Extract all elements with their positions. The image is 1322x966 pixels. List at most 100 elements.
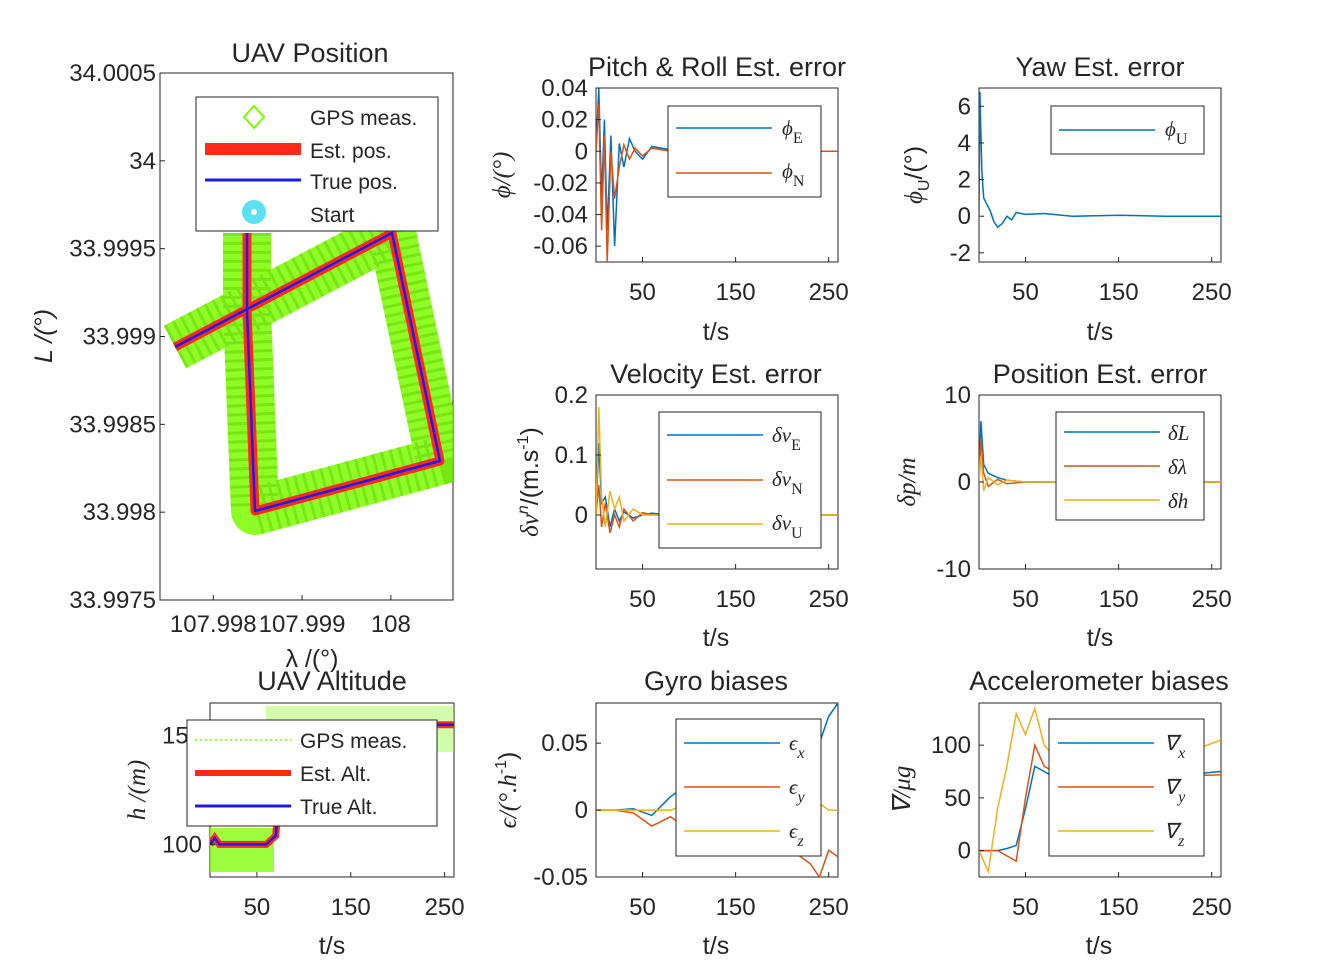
accel-ytick-label: 100 xyxy=(931,732,971,759)
velocity-legend: δvE δvN δvU xyxy=(658,411,822,549)
altitude-ylabel: h /(m) xyxy=(124,760,151,820)
altitude-gps-low-band xyxy=(210,828,274,872)
legend-dv-u: δvU xyxy=(772,511,803,542)
velocity-ytick-label: 0.1 xyxy=(555,442,588,469)
pitch-roll-xtick-label: 150 xyxy=(716,279,756,306)
gyro-ytick-label: 0 xyxy=(575,797,588,824)
position-error-ytick-label: 10 xyxy=(944,382,971,409)
legend-dv-n: δvN xyxy=(772,467,803,498)
position-error-title: Position Est. error xyxy=(993,359,1208,389)
uav-position-ytick-label: 34.0005 xyxy=(69,60,156,87)
legend-dh: δh xyxy=(1168,489,1188,513)
pitch-roll-xtick-label: 50 xyxy=(629,279,656,306)
yaw-ytick-label: 0 xyxy=(958,203,971,230)
legend-gps-meas: GPS meas. xyxy=(310,107,417,130)
yaw-xtick-label: 50 xyxy=(1012,279,1039,306)
pitch-roll-ylabel: ϕ/(°) xyxy=(489,152,516,199)
gyro-xlabel: t/s xyxy=(703,932,729,960)
altitude-xtick-label: 250 xyxy=(425,894,465,921)
legend-eps-x: ϵx xyxy=(789,731,805,762)
legend-phi-n: ϕN xyxy=(782,159,805,190)
legend-eps-y: ϵy xyxy=(789,775,805,806)
velocity-xtick-label: 150 xyxy=(716,586,756,613)
altitude-legend: GPS meas. Est. Alt. True Alt. xyxy=(186,719,438,827)
altitude-title: UAV Altitude xyxy=(257,666,407,696)
uav-position-ytick-label: 34 xyxy=(129,148,156,175)
yaw-ytick-label: 2 xyxy=(958,167,971,194)
uav-position-ytick-label: 33.9975 xyxy=(69,587,156,614)
gyro-ytick-label: -0.05 xyxy=(533,864,588,891)
panel-uav-position: UAV Position 34.0005 34 33.9995 33.999 33.99… xyxy=(30,38,454,673)
yaw-title: Yaw Est. error xyxy=(1015,52,1184,82)
position-error-xtick-label: 250 xyxy=(1192,586,1232,613)
panel-yaw: Yaw Est. error 50 150 250 6 4 2 0 -2 ϕU/(°) t/s… xyxy=(900,52,1232,346)
legend-dv-e: δvE xyxy=(772,423,801,454)
velocity-xtick-label: 250 xyxy=(809,586,849,613)
uav-position-ytick-label: 33.998 xyxy=(83,499,156,526)
uav-position-ytick-label: 33.999 xyxy=(83,324,156,351)
gyro-ylabel: ϵ/(°.h-1) xyxy=(493,752,522,829)
uav-position-xtick-label: 107.998 xyxy=(170,611,257,638)
pitch-roll-xtick-label: 250 xyxy=(809,279,849,306)
velocity-xlabel: t/s xyxy=(703,624,729,652)
yaw-xtick-label: 250 xyxy=(1192,279,1232,306)
yaw-series-1 xyxy=(979,91,1221,229)
accel-ytick-label: 50 xyxy=(944,785,971,812)
legend-true-pos: True pos. xyxy=(310,171,398,194)
position-error-xlabel: t/s xyxy=(1087,624,1113,652)
pitch-roll-ytick-label: 0 xyxy=(575,138,588,165)
panel-pitch-roll: Pitch & Roll Est. error 50 150 250 0.04 0.02… xyxy=(489,52,849,346)
position-error-legend: δL δλ δh xyxy=(1055,411,1205,521)
pitch-roll-ytick-label: 0.02 xyxy=(541,107,588,134)
altitude-xtick-label: 150 xyxy=(331,894,371,921)
yaw-ytick-label: 4 xyxy=(958,130,971,157)
true-position-track xyxy=(174,231,442,513)
gyro-title: Gyro biases xyxy=(644,666,788,696)
position-error-ytick-label: -10 xyxy=(936,556,971,583)
pitch-roll-ytick-label: 0.04 xyxy=(541,75,588,102)
gyro-xtick-label: 50 xyxy=(629,894,656,921)
accel-xlabel: t/s xyxy=(1086,932,1112,960)
legend-alt-gps: GPS meas. xyxy=(300,730,407,753)
position-error-xtick-label: 150 xyxy=(1099,586,1139,613)
accel-legend: ∇x ∇y ∇z xyxy=(1048,718,1205,857)
pitch-roll-ytick-label: -0.06 xyxy=(533,233,588,260)
gyro-legend: ϵx ϵy ϵz xyxy=(675,718,822,857)
panel-accelerometer: Accelerometer biases 50 150 250 100 50 0 ∇/μg… xyxy=(889,666,1232,960)
legend-phi-u: ϕU xyxy=(1165,117,1188,148)
legend-eps-z: ϵz xyxy=(789,819,804,850)
legend-nabla-y: ∇y xyxy=(1164,775,1186,806)
pitch-roll-xlabel: t/s xyxy=(703,318,729,346)
altitude-xlabel: t/s xyxy=(319,932,345,960)
velocity-ylabel: δvn/(m.s-1) xyxy=(515,427,544,537)
gyro-xtick-label: 250 xyxy=(809,894,849,921)
position-error-ylabel: δp/m xyxy=(894,457,921,506)
legend-dl: δL xyxy=(1168,421,1189,445)
accel-xtick-label: 150 xyxy=(1099,894,1139,921)
uav-position-xtick-label: 107.999 xyxy=(259,611,346,638)
legend-phi-e: ϕE xyxy=(782,116,803,147)
legend-alt-true: True Alt. xyxy=(300,796,377,819)
uav-position-ylabel: L /(°) xyxy=(30,309,58,363)
position-error-ytick-label: 0 xyxy=(958,469,971,496)
pitch-roll-ytick-label: -0.04 xyxy=(533,202,588,229)
yaw-ytick-label: -2 xyxy=(950,240,971,267)
uav-position-xlabel: λ /(°) xyxy=(285,645,338,673)
uav-position-legend: GPS meas. Est. pos. True pos. Start xyxy=(195,96,439,232)
velocity-title: Velocity Est. error xyxy=(610,359,822,389)
altitude-ytick-label: 100 xyxy=(162,831,202,858)
pitch-roll-legend: ϕE ϕN xyxy=(667,105,822,198)
legend-nabla-x: ∇x xyxy=(1164,731,1185,762)
yaw-ytick-label: 6 xyxy=(958,93,971,120)
legend-start: Start xyxy=(310,204,355,227)
velocity-xtick-label: 50 xyxy=(629,586,656,613)
accel-title: Accelerometer biases xyxy=(969,666,1229,696)
accel-xtick-label: 250 xyxy=(1192,894,1232,921)
uav-position-xtick-label: 108 xyxy=(371,611,411,638)
velocity-ytick-label: 0.2 xyxy=(555,382,588,409)
yaw-ylabel: ϕU/(°) xyxy=(900,146,933,204)
panel-velocity: Velocity Est. error 50 150 250 0.2 0.1 0 δvn/… xyxy=(515,359,849,652)
position-error-xtick-label: 50 xyxy=(1012,586,1039,613)
